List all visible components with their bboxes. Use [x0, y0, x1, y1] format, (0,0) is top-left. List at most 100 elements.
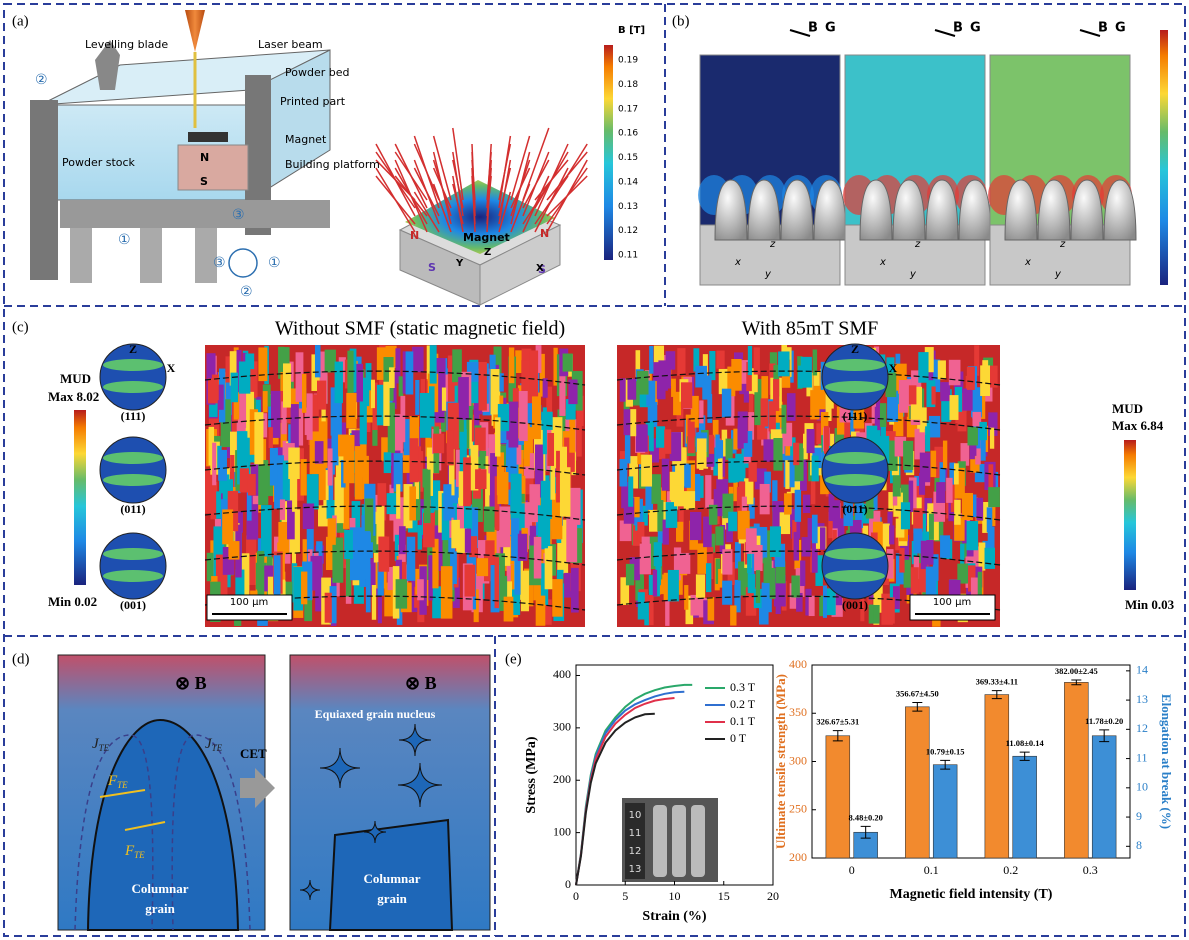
grain — [949, 360, 961, 385]
laser-head — [185, 10, 205, 52]
specimen — [653, 805, 667, 877]
grain — [641, 455, 652, 487]
panel-label: (d) — [12, 651, 30, 667]
bar — [1092, 736, 1116, 858]
grain — [239, 389, 246, 428]
grain — [521, 571, 529, 612]
value-label: 10.79±0.15 — [926, 746, 965, 756]
grain — [938, 360, 946, 379]
pole-band — [825, 359, 885, 371]
direction: X — [167, 361, 176, 375]
panel-label: (e) — [505, 651, 522, 667]
colorbar — [1160, 30, 1168, 285]
pole-band — [103, 570, 163, 582]
grain — [475, 469, 486, 489]
value-label: 11.08±0.14 — [1006, 738, 1045, 748]
bar — [985, 695, 1009, 858]
grain — [731, 359, 741, 391]
grain — [810, 390, 819, 419]
grain — [424, 470, 431, 523]
grain — [636, 424, 648, 451]
field-g: G — [1115, 21, 1126, 36]
ruler-number: 11 — [629, 828, 642, 839]
x-tick-label: 15 — [718, 889, 730, 903]
grain — [988, 464, 993, 489]
callout: Printed part — [280, 95, 346, 108]
symbol-sub: TE — [212, 743, 223, 753]
grain — [770, 568, 776, 599]
mud-bar — [1124, 440, 1136, 590]
field-label: ⊗ B — [405, 673, 437, 693]
grain — [776, 596, 781, 614]
leg — [140, 228, 162, 283]
grain — [325, 350, 336, 373]
grain — [869, 605, 873, 623]
step: ① — [268, 255, 281, 271]
grain — [459, 471, 464, 506]
bar — [826, 736, 850, 858]
grain — [399, 526, 406, 554]
grain — [708, 597, 715, 621]
axis-letter: Z — [484, 247, 491, 258]
grain — [816, 423, 821, 444]
grain — [563, 354, 573, 372]
grain — [543, 407, 547, 454]
colorbar-tick: 0.12 — [618, 226, 638, 236]
step: ② — [240, 284, 253, 300]
mud-max: Max 6.84 — [1112, 418, 1164, 433]
grain — [399, 376, 404, 396]
axis-letter: y — [1054, 269, 1062, 280]
callout: Building platform — [285, 158, 380, 171]
colorbar — [604, 45, 613, 260]
grain — [812, 515, 818, 544]
y2-axis-label: Elongation at break (%) — [1159, 694, 1174, 829]
grain — [662, 459, 669, 491]
callout: Levelling blade — [85, 38, 168, 51]
grain — [778, 351, 789, 376]
grain — [802, 537, 811, 557]
grain-label: Columnar — [131, 881, 188, 896]
grain — [328, 448, 333, 485]
nucleus-label: Equiaxed grain nucleus — [315, 707, 436, 721]
grain — [409, 486, 416, 520]
grain — [430, 345, 437, 383]
colorbar-tick: 0.11 — [618, 251, 638, 261]
pole: S — [428, 261, 436, 274]
grain — [418, 525, 422, 550]
grain — [261, 505, 272, 556]
grain — [396, 484, 400, 519]
grain — [657, 378, 666, 399]
grain — [360, 401, 367, 444]
axis-letter: x — [879, 257, 886, 268]
callout: Powder bed — [285, 66, 349, 79]
grain — [773, 379, 779, 411]
colorbar-tick: 0.17 — [618, 104, 638, 114]
direction: Z — [851, 342, 859, 356]
colorbar-tick: 0.14 — [618, 177, 638, 187]
x-axis-label: Strain (%) — [642, 909, 707, 924]
mechanism-diagram — [58, 655, 490, 930]
symbol-sub: TE — [117, 780, 128, 790]
pillar — [30, 100, 58, 280]
grain — [985, 548, 995, 569]
field-arrow — [1080, 30, 1100, 36]
step: ② — [35, 72, 48, 88]
axis-letter: y — [764, 269, 772, 280]
grain — [307, 393, 313, 440]
pole-label: (111) — [843, 409, 868, 423]
grain — [208, 378, 218, 403]
grain — [649, 346, 653, 374]
grain — [943, 441, 947, 469]
legend-entry: 0.2 T — [730, 697, 756, 711]
axis-letter: z — [769, 239, 776, 250]
grain — [954, 463, 959, 484]
y2-tick-label: 13 — [1136, 692, 1148, 706]
grain — [820, 527, 826, 550]
grain — [504, 597, 514, 622]
y-tick-label: 300 — [553, 720, 571, 734]
grain — [699, 400, 703, 423]
mud-title: MUD — [1112, 401, 1143, 416]
symbol-sub: TE — [134, 850, 145, 860]
grain — [925, 426, 930, 451]
grain — [823, 585, 827, 617]
